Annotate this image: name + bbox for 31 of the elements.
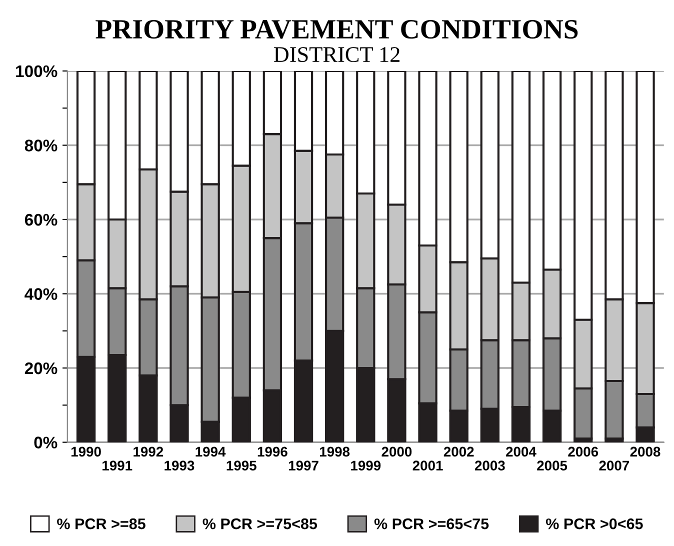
y-tick-label: 100% <box>16 65 58 78</box>
x-tick-label: 1990 <box>71 446 101 457</box>
x-tick-label: 2006 <box>568 446 598 457</box>
y-tick-label: 80% <box>24 140 58 152</box>
legend-label: % PCR >0<65 <box>546 518 643 530</box>
x-tick-label: 1995 <box>226 460 256 471</box>
x-tick-label: 2008 <box>630 446 660 457</box>
x-tick-label: 1996 <box>258 446 288 457</box>
chart-title: PRIORITY PAVEMENT CONDITIONS <box>96 20 578 39</box>
y-tick-label: 40% <box>24 288 58 300</box>
x-tick-label: 2000 <box>382 446 412 457</box>
y-tick-label: 0% <box>34 436 58 448</box>
x-tick-label: 1998 <box>320 446 350 457</box>
x-tick-label: 2004 <box>506 446 536 457</box>
x-tick-label: 2002 <box>444 446 474 457</box>
x-tick-label: 1992 <box>134 446 164 457</box>
x-tick-label: 2005 <box>537 460 568 471</box>
y-tick-label: 20% <box>24 362 58 374</box>
x-tick-label: 2003 <box>474 460 505 471</box>
x-tick-label: 2007 <box>599 460 630 471</box>
legend-label: % PCR >=85 <box>57 518 146 530</box>
chart-subtitle: DISTRICT 12 <box>274 47 400 62</box>
legend-label: % PCR >=75<85 <box>202 518 318 530</box>
x-tick-label: 1991 <box>102 460 132 471</box>
x-tick-label: 1994 <box>196 446 226 457</box>
x-tick-label: 2001 <box>412 460 443 471</box>
x-tick-label: 1999 <box>351 460 381 471</box>
x-tick-label: 1997 <box>288 460 318 471</box>
legend-label: % PCR >=65<75 <box>374 518 489 530</box>
x-tick-label: 1993 <box>164 460 194 471</box>
y-tick-label: 60% <box>24 214 58 226</box>
